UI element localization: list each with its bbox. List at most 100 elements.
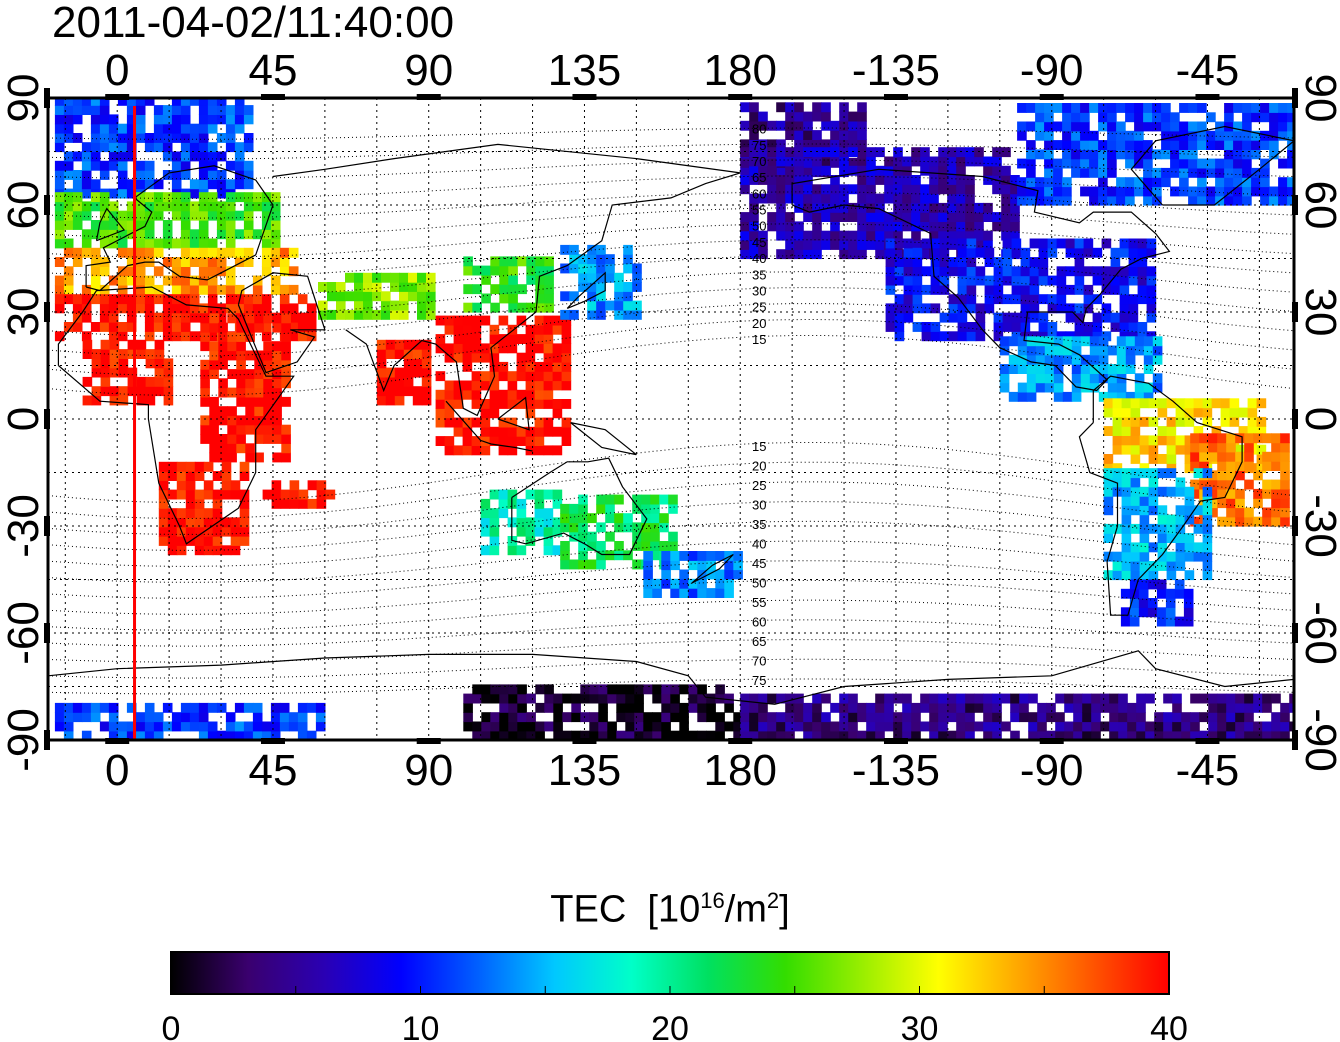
tec-cell: [327, 282, 337, 292]
tec-cell: [596, 291, 606, 302]
tec-cell: [218, 406, 228, 417]
tec-cell: [1011, 294, 1022, 305]
tec-cell: [136, 386, 147, 397]
tec-cell: [1269, 121, 1279, 132]
tec-cell: [126, 179, 137, 190]
tec-cell: [543, 352, 554, 363]
tec-cell: [180, 303, 191, 314]
tec-cell: [740, 230, 750, 241]
tec-cell: [902, 693, 912, 704]
tec-cell: [884, 212, 894, 222]
tec-cell: [1226, 488, 1236, 499]
tec-cell: [956, 712, 966, 723]
tec-cell: [894, 275, 905, 286]
tec-cell: [866, 730, 876, 740]
longitude-labels-top: 0 45 90 135 180 -135 -90 -45: [105, 46, 1239, 95]
tec-cell: [207, 179, 218, 190]
tec-cell: [623, 244, 633, 255]
tec-cell: [180, 201, 191, 212]
tec-cell: [1044, 140, 1054, 150]
tec-cell: [1001, 230, 1011, 241]
tec-cell: [848, 157, 858, 168]
tec-cell: [776, 102, 786, 113]
tec-cell: [435, 417, 446, 428]
tec-cell: [1035, 149, 1045, 160]
tec-cell: [1020, 266, 1031, 277]
tec-cell: [857, 249, 867, 260]
tec-cell: [1001, 212, 1011, 222]
tec-cell: [288, 266, 299, 277]
tec-cell: [596, 503, 606, 514]
tec-cell: [848, 202, 858, 213]
tec-cell: [812, 193, 822, 204]
tec-cell: [560, 522, 570, 533]
tec-cell: [126, 257, 137, 267]
tec-cell: [1035, 382, 1046, 393]
tec-cell: [534, 489, 545, 500]
tec-cell: [1038, 294, 1049, 305]
tec-cell: [776, 230, 786, 241]
tec-cell: [198, 257, 209, 267]
tec-cell: [1235, 488, 1245, 499]
tec-cell: [1074, 312, 1085, 323]
tec-cell: [508, 284, 518, 295]
tec-cell: [480, 436, 491, 446]
tec-cell: [948, 303, 959, 314]
tec-cell: [126, 266, 137, 277]
tec-cell: [297, 712, 308, 723]
lon-tick-top: [105, 94, 130, 100]
tec-cell: [821, 212, 831, 222]
lon-tick-top: [572, 94, 597, 100]
tec-cell: [1080, 364, 1091, 374]
tec-cell: [1134, 391, 1145, 402]
tec-cell: [1026, 167, 1036, 178]
longitude-labels-bottom: 0 45 90 135 180 -135 -90 -45: [105, 746, 1239, 795]
tec-cell: [1125, 195, 1135, 206]
tec-cell: [158, 536, 169, 546]
tec-cell: [1092, 275, 1103, 286]
tec-cell: [417, 272, 427, 283]
tec-cell: [481, 684, 491, 695]
tec-cell: [272, 341, 282, 352]
tec-cell: [1002, 238, 1013, 249]
tec-cell: [234, 192, 245, 203]
tec-cell: [480, 352, 491, 363]
tec-cell: [1044, 149, 1054, 160]
tec-cell: [534, 380, 545, 391]
tec-cell: [652, 684, 662, 695]
tec-cell: [1242, 195, 1252, 206]
tec-cell: [1148, 477, 1159, 488]
tec-cell: [281, 332, 291, 342]
tec-cell: [1080, 130, 1090, 141]
tec-cell: [1010, 230, 1020, 241]
tec-cell: [552, 517, 563, 528]
tec-cell: [1157, 505, 1168, 516]
tec-cell: [516, 517, 527, 528]
tec-cell: [180, 266, 191, 277]
tec-cell: [90, 105, 101, 115]
tec-cell: [1128, 312, 1139, 323]
tec-cell: [1010, 712, 1020, 723]
tec-cell: [875, 147, 885, 158]
tec-cell: [947, 175, 957, 185]
tec-cell: [1083, 294, 1094, 305]
tec-cell: [938, 175, 948, 185]
tec-cell: [974, 156, 984, 167]
tec-cell: [679, 578, 689, 589]
tec-cell: [207, 303, 218, 314]
tec-cell: [1226, 730, 1236, 740]
tec-cell: [947, 184, 957, 195]
tec-cell: [1118, 721, 1128, 732]
tec-cell: [82, 349, 93, 359]
tec-cell: [126, 114, 137, 125]
tec-cell: [1056, 294, 1067, 305]
tec-cell: [508, 693, 518, 704]
tec-cell: [261, 238, 272, 249]
tec-cell: [381, 272, 391, 283]
tec-cell: [200, 332, 210, 342]
tec-cell: [623, 522, 633, 533]
lon-tick-bottom: [416, 738, 441, 744]
tec-cell: [180, 702, 191, 713]
tec-cell: [1152, 382, 1163, 393]
tec-cell: [1208, 442, 1218, 453]
